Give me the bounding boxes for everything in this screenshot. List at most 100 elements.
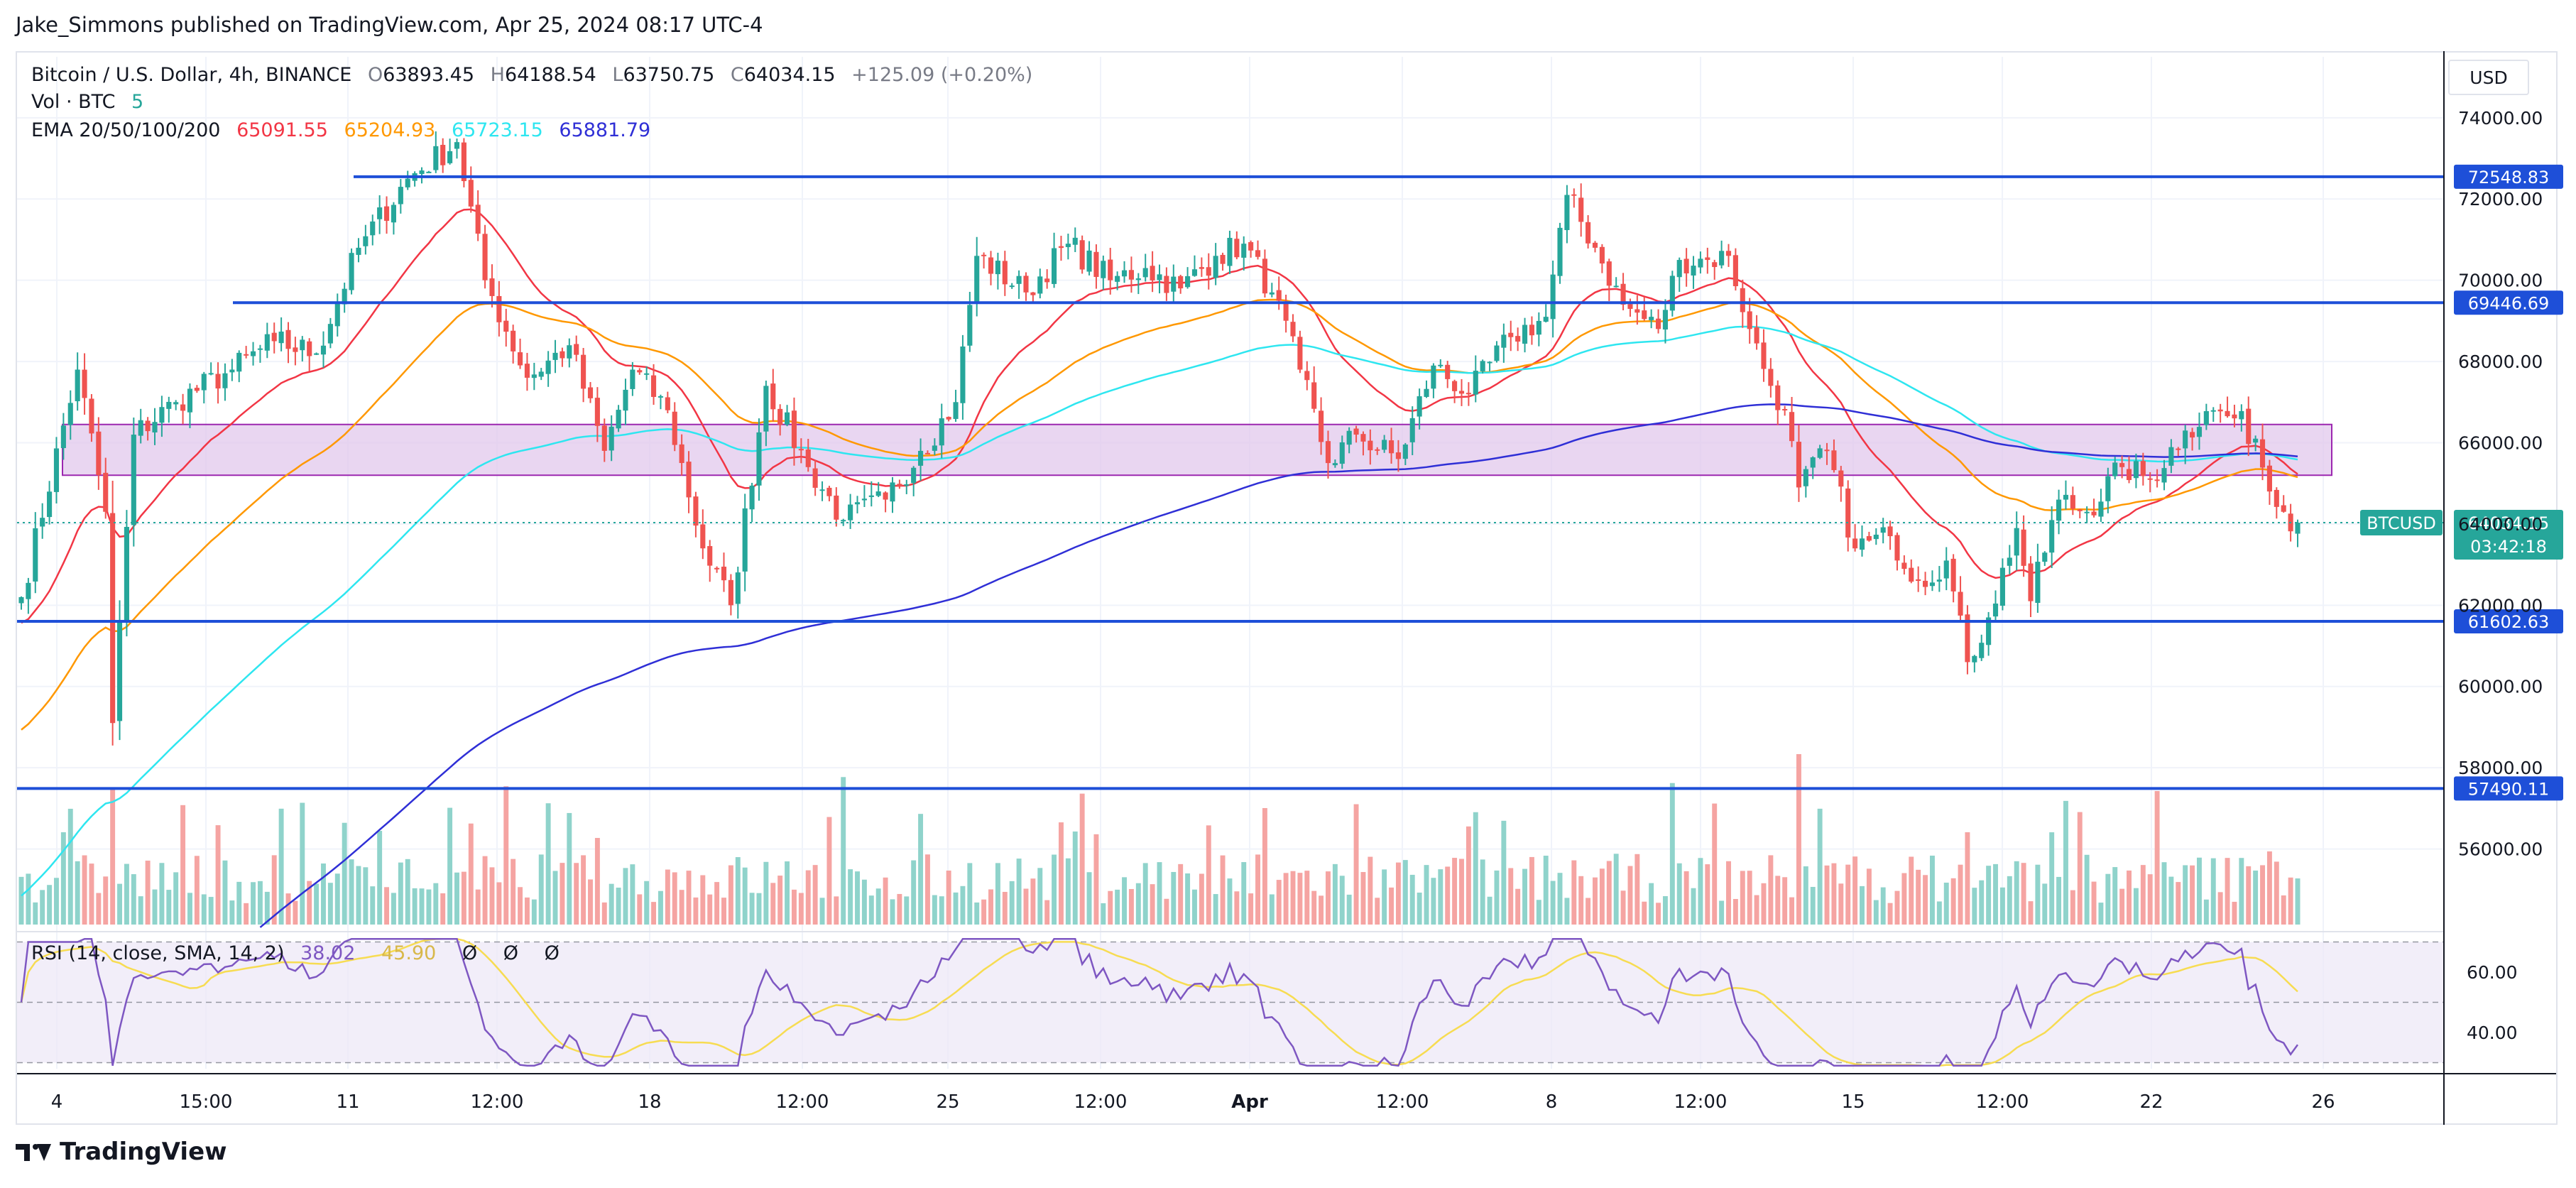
candle-body — [53, 448, 60, 492]
candle-body — [1445, 364, 1451, 379]
volume-bar — [1192, 889, 1197, 925]
volume-bar — [1950, 878, 1956, 925]
time-axis-tick: 12:00 — [1976, 1091, 2029, 1113]
volume-bar — [735, 857, 741, 925]
visibility-off-icon[interactable]: Ø — [462, 942, 478, 964]
volume-bar — [2070, 890, 2075, 925]
symbol-tag — [2360, 509, 2443, 535]
candle-body — [637, 370, 643, 373]
volume-bar — [1719, 900, 1725, 925]
volume-bar — [1923, 875, 1928, 925]
volume-bar — [679, 890, 684, 925]
time-axis-tick: 12:00 — [471, 1091, 524, 1113]
volume-bar — [454, 872, 459, 925]
volume-bar — [960, 885, 966, 925]
candle-body — [883, 492, 888, 500]
volume-bar — [1402, 860, 1408, 925]
candle-body — [2232, 414, 2237, 419]
candle-body — [75, 369, 80, 402]
volume-bar — [995, 863, 1000, 925]
candle-body — [131, 435, 136, 525]
candle-body — [1916, 579, 1921, 581]
candle-body — [861, 498, 867, 501]
candle-body — [2028, 563, 2034, 601]
candle-body — [1676, 260, 1682, 278]
volume-bar — [904, 896, 910, 925]
volume-bar — [1360, 872, 1366, 925]
volume-bar — [419, 888, 425, 925]
volume-bar — [2127, 870, 2132, 925]
candle-body — [1880, 527, 1886, 533]
candle-body — [334, 303, 340, 327]
candle-body — [1311, 382, 1317, 409]
visibility-off-icon[interactable]: Ø — [544, 942, 560, 964]
candle-body — [1044, 278, 1050, 283]
volume-bar — [1529, 856, 1534, 925]
candle-body — [1606, 261, 1612, 286]
legend-close: 64034.15 — [743, 64, 836, 86]
volume-bar — [2246, 866, 2252, 925]
volume-bar — [1122, 877, 1127, 925]
legend-symbol[interactable]: Bitcoin / U.S. Dollar, 4h, BINANCE — [31, 64, 352, 86]
volume-bar — [103, 876, 109, 925]
price-axis-tick: 60000.00 — [2458, 677, 2543, 697]
candle-body — [2246, 408, 2252, 445]
volume-bar — [2133, 888, 2139, 925]
legend-l-label: L — [612, 64, 623, 86]
volume-bar — [152, 889, 158, 925]
volume-bar — [1368, 856, 1373, 925]
candle-body — [538, 371, 544, 377]
candle-body — [2281, 505, 2286, 512]
price-axis-tick: 72000.00 — [2458, 189, 2543, 209]
rsi-axis-tick: 40.00 — [2467, 1023, 2518, 1043]
volume-bar — [377, 830, 383, 925]
candle-body — [1424, 388, 1429, 397]
legend-vol-label[interactable]: Vol · BTC — [31, 91, 116, 113]
volume-bar — [236, 881, 242, 925]
candle-body — [1487, 361, 1492, 364]
rsi-axis-tick: 60.00 — [2467, 962, 2518, 983]
volume-bar — [2260, 865, 2265, 925]
volume-bar — [777, 876, 783, 925]
candle-body — [1712, 262, 1718, 268]
price-axis-tick: 68000.00 — [2458, 352, 2543, 372]
volume-bar — [518, 887, 523, 925]
candle-body — [60, 425, 66, 449]
legend-rsi-label[interactable]: RSI (14, close, SMA, 14, 2) — [31, 942, 285, 964]
volume-bar — [1150, 884, 1155, 925]
volume-bar — [1586, 898, 1591, 925]
candle-body — [1642, 310, 1647, 320]
volume-bar — [138, 896, 143, 925]
volume-bar — [1789, 897, 1795, 925]
volume-bar — [2021, 863, 2026, 925]
horizontal-levels: 72548.83 69446.69 61602.63 57490.11 BTCUSD 64… — [17, 164, 2563, 801]
candle-body — [854, 502, 861, 505]
legend-symbol-row: Bitcoin / U.S. Dollar, 4h, BINANCE O6389… — [31, 64, 1042, 86]
volume-bar — [1683, 871, 1689, 925]
candle-body — [1227, 237, 1233, 266]
visibility-off-icon[interactable]: Ø — [503, 942, 519, 964]
volume-bar — [2140, 865, 2146, 925]
candle-body — [496, 295, 502, 322]
price-axis-tick: 56000.00 — [2458, 839, 2543, 860]
volume-bar — [2042, 883, 2048, 925]
currency-selector[interactable]: USD — [2448, 60, 2529, 95]
candle-body — [1705, 257, 1710, 261]
volume-bar — [327, 883, 333, 925]
volume-bar — [1649, 883, 1654, 925]
volume-bar — [1332, 863, 1338, 925]
candle-body — [1599, 246, 1605, 264]
legend-ema-label[interactable]: EMA 20/50/100/200 — [31, 119, 221, 141]
volume-bar — [763, 861, 769, 925]
candle-body — [1248, 241, 1254, 251]
volume-bar — [1803, 866, 1808, 925]
candle-body — [2098, 501, 2104, 517]
tradingview-logo[interactable]: TradingView — [16, 1138, 227, 1166]
volume-bar — [496, 882, 502, 925]
volume-bar — [1016, 859, 1022, 925]
volume-bar — [1346, 894, 1352, 925]
candle-body — [1360, 434, 1366, 442]
candle-body — [1557, 227, 1563, 276]
volume-bar — [370, 886, 376, 925]
